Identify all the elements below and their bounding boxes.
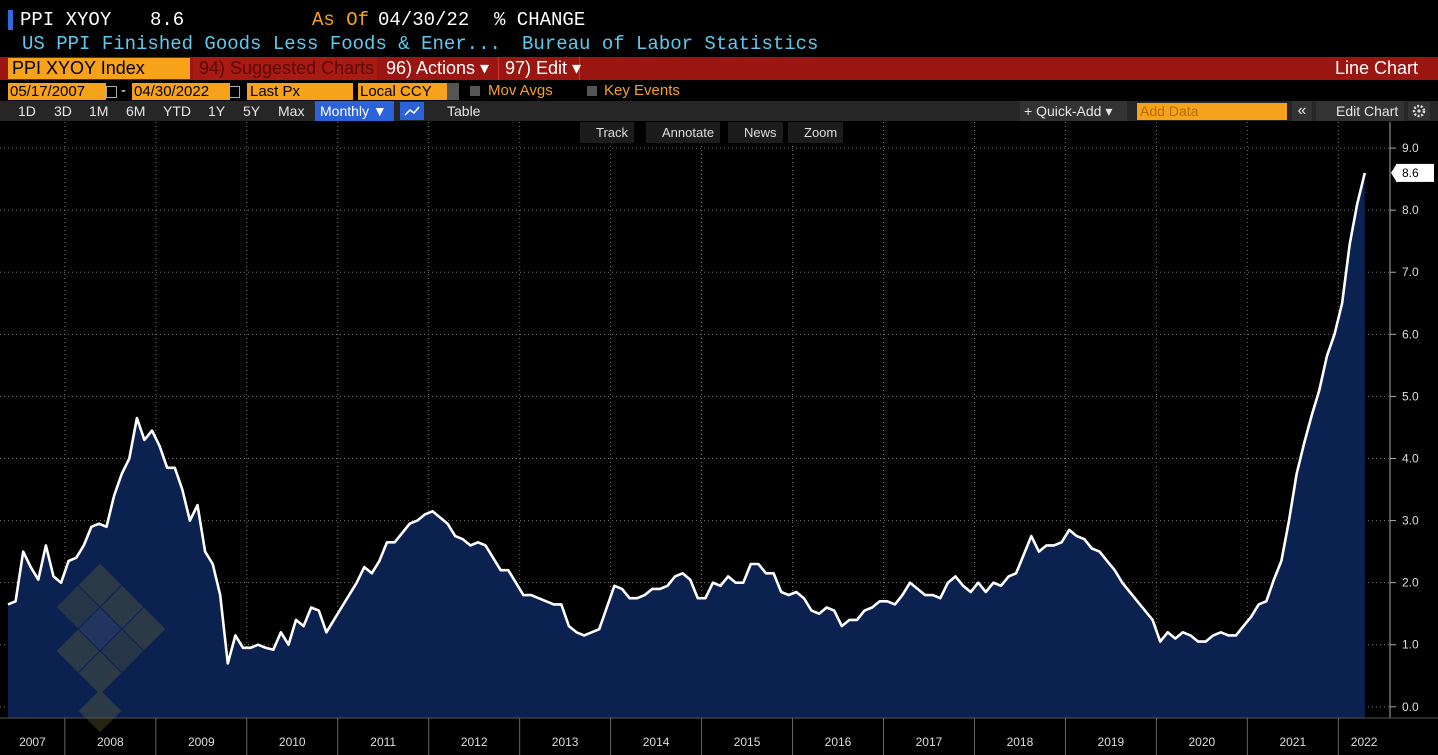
toolbar: Monthly ▼ Table + Quick-Add ▾ Add Data «… bbox=[0, 101, 1438, 121]
edit-chart-button[interactable]: Edit Chart bbox=[1316, 101, 1404, 121]
y-tick-label: 7.0 bbox=[1402, 265, 1419, 279]
x-tick-label: 2011 bbox=[370, 735, 396, 749]
x-tick-label: 2016 bbox=[825, 735, 852, 749]
y-tick-label: 0.0 bbox=[1402, 700, 1419, 714]
settings-button[interactable] bbox=[1408, 102, 1430, 120]
chart-tool[interactable]: Zoom bbox=[788, 122, 844, 143]
chart-tool[interactable]: Annotate bbox=[646, 122, 721, 143]
y-tick-label: 8.0 bbox=[1402, 203, 1419, 217]
y-tick-label: 1.0 bbox=[1402, 638, 1419, 652]
y-tick-label: 3.0 bbox=[1402, 514, 1419, 528]
last-value: 8.6 bbox=[150, 9, 185, 31]
range-button[interactable]: 1Y bbox=[208, 103, 226, 119]
checkbox[interactable] bbox=[470, 86, 480, 96]
actions-menu[interactable]: 96) Actions ▾ bbox=[386, 58, 490, 78]
chart-tool[interactable]: News bbox=[728, 122, 783, 143]
security-input[interactable]: PPI XYOY Index bbox=[8, 58, 190, 79]
x-tick-label: 2009 bbox=[188, 735, 215, 749]
x-tick-label: 2017 bbox=[916, 735, 943, 749]
range-button[interactable]: 1D bbox=[18, 103, 36, 119]
as-of-date: 04/30/22 bbox=[378, 9, 470, 31]
range-button[interactable]: 1M bbox=[89, 103, 109, 119]
y-tick-label: 5.0 bbox=[1402, 389, 1419, 403]
ticker-marker bbox=[8, 10, 13, 30]
date-separator: - bbox=[121, 82, 126, 99]
mov-avgs[interactable]: Mov Avgs bbox=[488, 82, 553, 99]
dropdown-arrow[interactable] bbox=[447, 83, 459, 100]
x-tick-label: 2019 bbox=[1098, 735, 1125, 749]
x-tick-label: 2014 bbox=[643, 735, 670, 749]
table-button[interactable]: Table bbox=[447, 103, 481, 119]
range-button[interactable]: 3D bbox=[54, 103, 72, 119]
range-button[interactable]: 6M bbox=[126, 103, 146, 119]
y-tick-label: 9.0 bbox=[1402, 141, 1419, 155]
quick-add[interactable]: + Quick-Add ▾ bbox=[1020, 101, 1127, 121]
x-tick-label: 2022 bbox=[1351, 735, 1378, 749]
y-tick-label: 6.0 bbox=[1402, 327, 1419, 341]
calendar-icon[interactable] bbox=[106, 86, 117, 98]
menu-bar: PPI XYOY Index 94) Suggested Charts 96) … bbox=[0, 57, 1438, 80]
ticker: PPI XYOY bbox=[20, 9, 112, 31]
checkbox[interactable] bbox=[587, 86, 597, 96]
range-button[interactable]: YTD bbox=[163, 103, 191, 119]
x-tick-label: 2008 bbox=[97, 735, 124, 749]
key-events[interactable]: Key Events bbox=[604, 82, 680, 99]
last-value-label: 8.6 bbox=[1402, 166, 1419, 180]
chart-tool[interactable]: Track bbox=[580, 122, 635, 143]
x-tick-label: 2018 bbox=[1007, 735, 1034, 749]
calendar-icon[interactable] bbox=[229, 86, 240, 98]
description: US PPI Finished Goods Less Foods & Ener.… bbox=[22, 33, 501, 55]
collapse-button[interactable]: « bbox=[1292, 101, 1312, 121]
as-of-label: As Of bbox=[312, 9, 370, 31]
start-date[interactable]: 05/17/2007 bbox=[8, 83, 106, 100]
suggested-charts[interactable]: 94) Suggested Charts bbox=[193, 57, 377, 80]
x-tick-label: 2013 bbox=[552, 735, 579, 749]
x-tick-label: 2012 bbox=[461, 735, 488, 749]
chart-type: Line Chart bbox=[1334, 58, 1418, 78]
line-chart-button[interactable] bbox=[400, 102, 424, 120]
x-tick-label: 2010 bbox=[279, 735, 306, 749]
x-tick-label: 2015 bbox=[734, 735, 761, 749]
field-select[interactable]: Last Px bbox=[247, 83, 353, 100]
end-date[interactable]: 04/30/2022 bbox=[132, 83, 230, 100]
y-tick-label: 2.0 bbox=[1402, 576, 1419, 590]
source: Bureau of Labor Statistics bbox=[522, 33, 819, 55]
currency-select[interactable]: Local CCY bbox=[358, 83, 448, 100]
last-value-tag bbox=[1396, 163, 1434, 182]
last-value-pointer bbox=[1391, 164, 1396, 181]
add-data-input[interactable]: Add Data bbox=[1137, 103, 1287, 120]
range-button[interactable]: 5Y bbox=[243, 103, 261, 119]
frequency-select[interactable]: Monthly ▼ bbox=[315, 101, 394, 121]
x-tick-label: 2021 bbox=[1279, 735, 1306, 749]
x-tick-label: 2020 bbox=[1188, 735, 1215, 749]
unit: % CHANGE bbox=[494, 9, 586, 31]
line bbox=[7, 172, 1367, 665]
range-button[interactable]: Max bbox=[278, 103, 305, 119]
edit-menu[interactable]: 97) Edit ▾ bbox=[498, 57, 581, 80]
x-tick-label: 2007 bbox=[19, 735, 46, 749]
area-fill bbox=[8, 172, 1365, 718]
y-tick-label: 4.0 bbox=[1402, 451, 1419, 465]
